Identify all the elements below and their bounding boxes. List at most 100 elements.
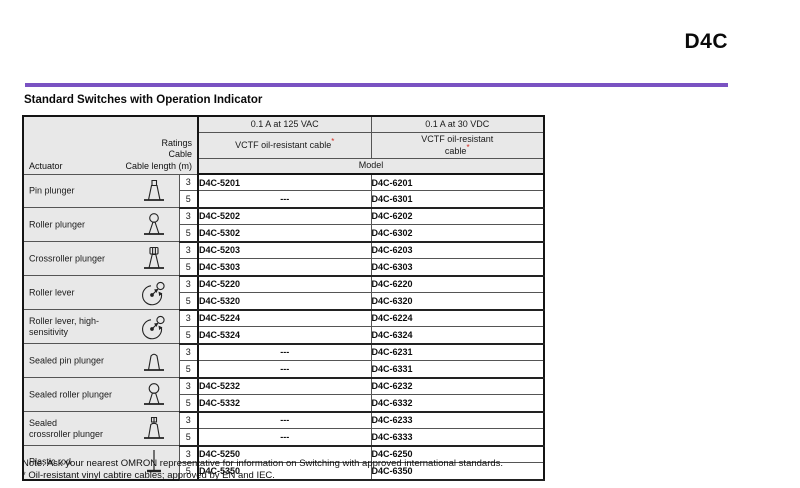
cable-length-cell: 3: [178, 207, 199, 225]
cable-length-cell: 5: [178, 292, 199, 311]
note-text: Note: Ask your nearest OMRON representat…: [22, 458, 504, 469]
actuator-cell-roller-lever-high-sensitivity: Roller lever, high-sensitivity: [22, 309, 180, 344]
cable-length-cell: 5: [178, 428, 199, 447]
model-cell: D4C-6320: [370, 292, 545, 311]
model-cell: D4C-5332: [197, 394, 372, 413]
header-cable-vac: VCTF oil-resistant cable*: [197, 132, 372, 159]
table-row: 5 --- D4C-6331: [23, 360, 545, 379]
actuator-cell-roller-plunger: Roller plunger: [22, 207, 180, 242]
actuator-cell-roller-lever: Roller lever: [22, 275, 180, 310]
table-row: 5 D4C-5320 D4C-6320: [23, 292, 545, 311]
model-cell: D4C-6203: [370, 241, 545, 259]
page-title: D4C: [684, 30, 728, 53]
cable-length-cell: 3: [178, 343, 199, 361]
pin-plunger-icon: [136, 176, 172, 206]
sealed-roller-plunger-icon: [136, 380, 172, 410]
cable-length-cell: 3: [178, 173, 199, 191]
cable-length-cell: 3: [178, 241, 199, 259]
actuator-cell-sealed-pin-plunger: Sealed pin plunger: [22, 343, 180, 378]
model-cell: D4C-5224: [197, 309, 372, 327]
model-cell: D4C-5250: [197, 445, 372, 463]
header-rating-vac: 0.1 A at 125 VAC: [197, 115, 372, 133]
model-cell: ---: [197, 343, 372, 361]
switch-model-table: Ratings Cable Actuator Cable length (m) …: [22, 115, 545, 481]
table-row: 5 --- D4C-6301: [23, 190, 545, 209]
model-cell: D4C-6220: [370, 275, 545, 293]
header-rating-vdc: 0.1 A at 30 VDC: [370, 115, 545, 133]
table-row: 5 --- D4C-6333: [23, 428, 545, 447]
model-cell: D4C-5203: [197, 241, 372, 259]
model-cell: D4C-6232: [370, 377, 545, 395]
roller-lever-icon: [136, 312, 172, 342]
header-row-ratings: Ratings Cable Actuator Cable length (m) …: [22, 115, 545, 175]
model-cell: D4C-6201: [370, 173, 545, 191]
table-row: 5 D4C-5303 D4C-6303: [23, 258, 545, 277]
header-model-label: Model: [197, 158, 545, 175]
table-row: Crossroller plunger 3 D4C-5203 D4C-6203: [22, 241, 545, 276]
cable-length-cell: 5: [178, 326, 199, 345]
model-cell: D4C-5220: [197, 275, 372, 293]
table-row: Sealed roller plunger 3 D4C-5232 D4C-623…: [22, 377, 545, 412]
footnote-asterisk: *: [331, 136, 335, 146]
cable-length-cell: 3: [178, 377, 199, 395]
cable-length-cell: 3: [178, 275, 199, 293]
model-cell: D4C-6231: [370, 343, 545, 361]
cable-length-cell: 3: [178, 309, 199, 327]
table-row: Roller plunger 3 D4C-5202 D4C-6202: [22, 207, 545, 242]
actuator-cell-sealed-crossroller-plunger: Sealed crossroller plunger: [22, 411, 180, 446]
model-cell: D4C-5232: [197, 377, 372, 395]
model-cell: ---: [197, 411, 372, 429]
accent-rule: [25, 83, 728, 87]
model-cell: D4C-6301: [370, 190, 545, 209]
model-cell: D4C-5303: [197, 258, 372, 277]
model-cell: ---: [197, 190, 372, 209]
model-cell: D4C-5202: [197, 207, 372, 225]
model-cell: D4C-5201: [197, 173, 372, 191]
model-cell: D4C-5324: [197, 326, 372, 345]
cable-length-cell: 3: [178, 411, 199, 429]
table-row: Roller lever, high-sensitivity 3 D4C-522…: [22, 309, 545, 344]
actuator-cell-plastic-rod: Plastic rod: [22, 445, 180, 480]
table-row: 5 D4C-5350 D4C-6350: [23, 462, 545, 481]
model-cell: D4C-6331: [370, 360, 545, 379]
model-cell: D4C-5302: [197, 224, 372, 243]
model-cell: ---: [197, 428, 372, 447]
header-row-model: Model: [23, 158, 545, 175]
ratings-cable-label: Ratings Cable: [161, 138, 192, 159]
model-cell: D4C-5320: [197, 292, 372, 311]
table-row: 5 D4C-5332 D4C-6332: [23, 394, 545, 413]
cable-length-cell: 5: [178, 190, 199, 209]
roller-plunger-icon: [136, 210, 172, 240]
roller-lever-icon: [136, 278, 172, 308]
model-cell: D4C-5350: [197, 462, 372, 481]
actuator-label: Actuator: [29, 160, 63, 171]
crossroller-plunger-icon: [136, 244, 172, 274]
header-cable-vdc: VCTF oil-resistant cable*: [370, 132, 545, 159]
cable-length-cell: 5: [178, 224, 199, 243]
model-cell: D4C-6303: [370, 258, 545, 277]
table-row: Pin plunger 3 D4C-5201 D4C-6201: [22, 173, 545, 208]
cable-length-cell: 5: [178, 360, 199, 379]
footnote-asterisk: *: [466, 142, 470, 152]
actuator-cell-pin-plunger: Pin plunger: [22, 173, 180, 208]
model-cell: D4C-6350: [370, 462, 545, 481]
actuator-cell-crossroller-plunger: Crossroller plunger: [22, 241, 180, 276]
model-cell: D4C-6333: [370, 428, 545, 447]
cable-length-cell: 5: [178, 258, 199, 277]
model-cell: D4C-6324: [370, 326, 545, 345]
actuator-cell-sealed-roller-plunger: Sealed roller plunger: [22, 377, 180, 412]
model-cell: D4C-6233: [370, 411, 545, 429]
footnote-text: * Oil-resistant vinyl cabtire cables; ap…: [22, 470, 275, 481]
model-cell: D4C-6224: [370, 309, 545, 327]
table-row: 5 D4C-5302 D4C-6302: [23, 224, 545, 243]
plastic-rod-icon: [136, 447, 172, 477]
model-cell: ---: [197, 360, 372, 379]
table-row: Roller lever 3 D4C-5220 D4C-6220: [22, 275, 545, 310]
header-cell-actuator: Ratings Cable Actuator Cable length (m): [22, 115, 199, 175]
table-row: 5 D4C-5324 D4C-6324: [23, 326, 545, 345]
section-title: Standard Switches with Operation Indicat…: [24, 94, 263, 106]
table-row: Sealed crossroller plunger 3 --- D4C-6233: [22, 411, 545, 446]
sealed-crossroller-plunger-icon: [136, 414, 172, 444]
model-cell: D4C-6332: [370, 394, 545, 413]
